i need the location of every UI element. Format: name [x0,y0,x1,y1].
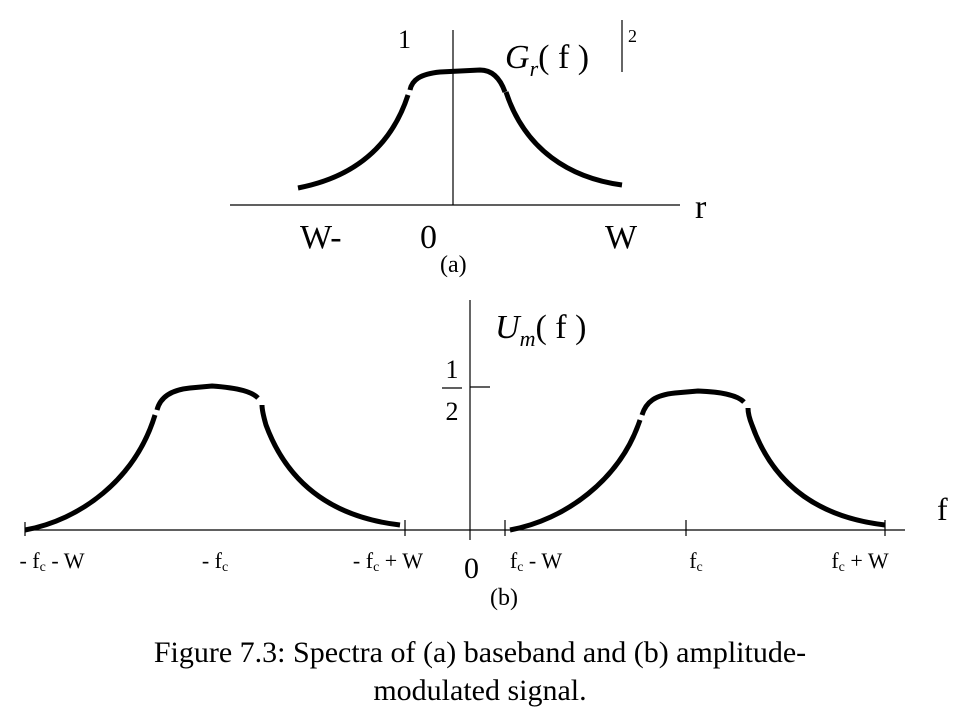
subscript: r [530,56,539,81]
label-part: + W [379,548,423,573]
spectrum-curve [297,67,623,191]
label-part: - W [523,548,562,573]
label-part: f [831,548,839,573]
power: 2 [628,26,637,46]
label-part: + W [845,548,889,573]
figure-caption: Figure 7.3: Spectra of (a) baseband and … [154,636,806,669]
label-part: - f [353,548,374,573]
label-part: c [839,560,845,575]
x-label: fc + W [831,548,889,575]
label-part: - f [19,548,40,573]
axis-label: f [937,491,948,527]
ticks [24,520,886,536]
panel-a: 1 Gr( f ) 2 r W- 0 W (a) [230,20,707,278]
fraction-denominator: 2 [446,397,459,426]
label-part: c [373,560,379,575]
label-part: - W [46,548,85,573]
y-tick-label: 1 [398,25,411,54]
argument: ( f ) [535,309,586,346]
formula: Gr( f ) [505,39,589,81]
figure-caption: modulated signal. [373,674,586,707]
subscript: m [520,326,536,351]
symbol: U [495,309,522,346]
symbol: G [505,39,530,76]
spectrum-curve [24,383,401,533]
label-part: c [40,560,46,575]
label-part: f [510,548,518,573]
x-label: - fc - W [19,548,84,575]
origin-label: 0 [464,552,479,585]
label-part: c [697,560,703,575]
argument: ( f ) [538,39,589,76]
x-label: W- [300,219,342,256]
label-part: - f [202,548,223,573]
x-label: fc - W [510,548,562,575]
axis-label: r [695,189,707,226]
fraction-numerator: 1 [446,355,459,384]
label-part: c [222,560,228,575]
x-label: - fc [202,548,228,575]
label-part: c [517,560,523,575]
panel-caption: (b) [490,585,518,611]
x-label: 0 [420,219,437,256]
x-label: fc [689,548,703,575]
x-label: W [605,219,638,256]
panel-caption: (a) [440,252,467,278]
label-part: f [689,548,697,573]
spectrum-curve [509,388,886,533]
formula: Um( f ) [495,309,586,351]
x-label: - fc + W [353,548,423,575]
